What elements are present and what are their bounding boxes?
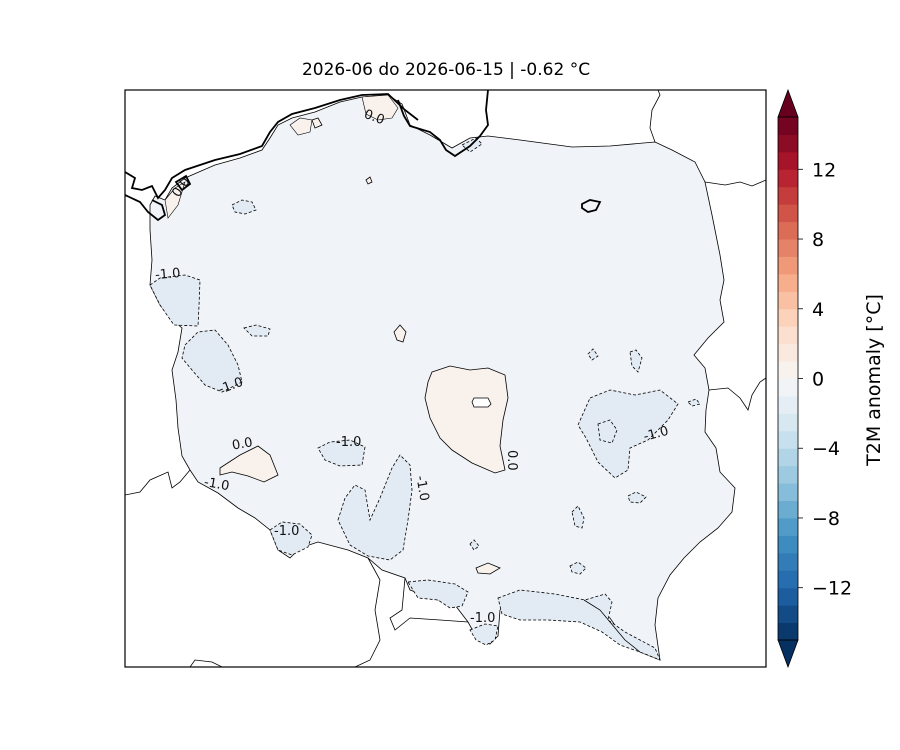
contour-label: -1.0	[336, 435, 361, 450]
colorbar-segment	[778, 221, 798, 240]
colorbar-segment	[778, 273, 798, 292]
contour-label: -1.0	[470, 611, 495, 626]
contour-label: 0.0	[362, 107, 387, 128]
colorbar-tick-label: −12	[812, 578, 852, 600]
contour-label: -1.0	[274, 524, 299, 539]
contour-label: 0.0	[504, 450, 519, 471]
colorbar-segment	[778, 256, 798, 275]
colorbar-segment	[778, 413, 798, 432]
colorbar-segment	[778, 535, 798, 554]
colorbar	[777, 88, 799, 669]
colorbar-extend-max	[777, 88, 799, 118]
colorbar-segment	[778, 204, 798, 223]
colorbar-segment	[778, 517, 798, 536]
colorbar-segment	[778, 465, 798, 484]
colorbar-segment	[778, 378, 798, 397]
cool-patches	[149, 137, 701, 661]
small-solid-contours	[311, 117, 501, 575]
warm-patch-center	[424, 365, 509, 474]
colorbar-segment	[778, 117, 798, 135]
warm-patch-southwest	[219, 445, 279, 483]
neighbour-borders	[125, 90, 766, 667]
colorbar-tick-label: 4	[812, 299, 824, 321]
colorbar-segment	[778, 622, 798, 641]
map-title: 2026-06 do 2026-06-15 | -0.62 °C	[301, 60, 591, 80]
colorbar-segment	[778, 430, 798, 449]
contour-label: -1.0	[203, 475, 231, 494]
colorbar-tick-label: 0	[812, 369, 824, 391]
colorbar-segment	[778, 326, 798, 345]
colorbar-segment	[778, 587, 798, 606]
contour-label: 0.0	[231, 435, 254, 453]
colorbar-segment	[778, 239, 798, 257]
colorbar-tick-label: −8	[812, 508, 840, 530]
colorbar-segment	[778, 552, 798, 571]
small-contour-center	[471, 397, 492, 408]
colorbar-segment	[778, 151, 798, 170]
coastline	[125, 90, 602, 222]
colorbar-ticks: 12 8 4 0 −4 −8 −12	[798, 159, 852, 600]
warm-patch-coast-west	[289, 117, 313, 136]
map-frame	[124, 89, 767, 668]
map-area	[125, 90, 766, 667]
warm-patch-northwest	[164, 181, 186, 219]
colorbar-segment	[778, 483, 798, 502]
colorbar-segment	[778, 308, 798, 327]
colorbar-segment	[778, 134, 798, 153]
colorbar-segment	[778, 500, 798, 519]
colorbar-segment	[778, 291, 798, 310]
colorbar-segment	[778, 605, 798, 624]
colorbar-segment	[778, 186, 798, 205]
colorbar-segment	[778, 343, 798, 362]
contour-label: -1.0	[412, 475, 431, 503]
colorbar-extend-min	[777, 639, 799, 669]
colorbar-segment	[778, 395, 798, 414]
colorbar-tick-label: −4	[812, 438, 840, 460]
contour-label: -1.0	[155, 266, 182, 283]
colorbar-label: T2M anomaly [°C]	[863, 294, 885, 467]
colorbar-tick-label: 12	[812, 159, 836, 181]
colorbar-segment	[778, 361, 798, 379]
colorbar-segment	[778, 169, 798, 188]
colorbar-tick-label: 8	[812, 229, 824, 251]
colorbar-segment	[778, 448, 798, 467]
colorbar-segment	[778, 570, 798, 589]
contour-label: -1.0	[642, 424, 670, 445]
